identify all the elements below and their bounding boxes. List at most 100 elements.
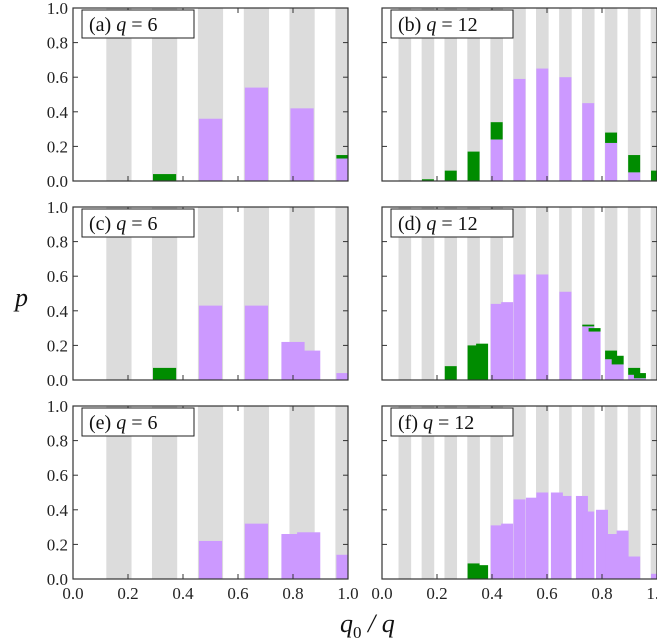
y-tick-label: 0.8 [47, 432, 68, 451]
panel-e: 0.0 0.2 0.4 0.6 0.8 1.0 0.0 0.2 0.4 0.6 0.8 1.0 (e) … [47, 397, 359, 603]
panel-label: (c) q = 6 [89, 213, 157, 235]
bar-purple [336, 554, 348, 579]
y-tick-label: 0.4 [47, 302, 69, 321]
panel-frame [381, 7, 657, 182]
bar-purple [550, 492, 563, 579]
bar-purple [605, 142, 618, 181]
panel-b: (b) q = 12 [381, 7, 657, 182]
panel-d: (d) q = 12 [381, 206, 657, 381]
bar-purple [633, 378, 646, 380]
bar-green [611, 355, 624, 365]
bar-purple [336, 373, 348, 380]
y-tick-label: 0.8 [47, 34, 68, 53]
panel-label: (d) q = 12 [398, 213, 478, 235]
band [467, 406, 480, 579]
panel-label: (a) q = 6 [89, 14, 157, 36]
bar-purple [559, 495, 572, 579]
band [444, 406, 458, 579]
bar-green [421, 179, 434, 181]
x-tick-label: 0.0 [371, 584, 392, 603]
bar-green [444, 366, 457, 380]
bar-purple [336, 158, 348, 181]
bar-green [628, 367, 641, 375]
bar-purple [628, 556, 641, 579]
band [398, 207, 412, 380]
y-tick-label: 0.4 [47, 103, 69, 122]
band [398, 8, 412, 181]
bar-purple [513, 274, 526, 380]
y-tick-label: 0.0 [47, 371, 68, 390]
bar-green [633, 373, 646, 379]
y-tick-label: 0.8 [47, 233, 68, 252]
bar-green [605, 350, 618, 360]
bar-green [467, 563, 480, 579]
y-tick-label: 0.2 [47, 535, 68, 554]
bar-purple [605, 359, 618, 380]
bar-purple [490, 303, 503, 380]
panel-frame [72, 206, 349, 381]
x-tick-label: 0.2 [426, 584, 447, 603]
bar-green [444, 170, 457, 181]
band [444, 207, 458, 380]
bar-purple [501, 523, 514, 579]
bar-purple [490, 525, 503, 579]
bar-green [152, 367, 177, 380]
bar-purple [582, 511, 595, 579]
panel-frame [72, 7, 349, 182]
band [335, 207, 348, 380]
band [398, 406, 412, 579]
x-tick-label: 0.4 [481, 584, 503, 603]
x-tick-label: 0.2 [117, 584, 138, 603]
bar-purple [611, 364, 624, 380]
bar-green [605, 132, 618, 143]
bar-purple [297, 350, 321, 380]
bar-purple [244, 523, 269, 579]
panel-c: 0.0 0.2 0.4 0.6 0.8 1.0 (c) q = 6 [47, 198, 349, 390]
bar-purple [536, 68, 549, 181]
x-axis-label: q0 / q [340, 609, 395, 642]
y-tick-label: 0.4 [47, 501, 69, 520]
band [335, 8, 348, 181]
x-tick-label: 0.4 [172, 584, 194, 603]
bar-green [476, 343, 489, 380]
bar-purple [588, 331, 601, 380]
y-tick-label: 0.0 [47, 570, 68, 589]
band [467, 207, 480, 380]
bar-purple [490, 139, 503, 181]
band [627, 406, 641, 579]
bar-green [628, 155, 641, 173]
panel-a: 0.0 0.2 0.4 0.6 0.8 1.0 (a) q = 6 [47, 0, 349, 191]
bar-purple [616, 530, 629, 579]
bar-purple [198, 118, 223, 181]
bar-green [476, 565, 489, 579]
y-axis-label: p [13, 283, 28, 312]
band [650, 406, 657, 579]
x-tick-label: 0.0 [62, 584, 83, 603]
band [421, 406, 435, 579]
bar-purple [651, 573, 657, 579]
panel-label-box [81, 407, 195, 437]
bar-purple [525, 497, 538, 579]
y-tick-label: 0.2 [47, 137, 68, 156]
band [335, 406, 348, 579]
band [627, 207, 641, 380]
bar-purple [628, 172, 641, 181]
panel-label: (e) q = 6 [89, 412, 157, 434]
bar-purple [244, 305, 269, 380]
bar-purple [513, 78, 526, 181]
panel-frame [381, 405, 657, 580]
panel-label-box [81, 208, 195, 238]
y-tick-label: 1.0 [47, 0, 68, 18]
y-tick-label: 0.6 [47, 267, 68, 286]
bar-green [467, 151, 480, 181]
panel-label-box [81, 9, 195, 39]
y-tick-label: 0.6 [47, 466, 68, 485]
x-tick-label: 1.0 [646, 584, 657, 603]
panel-label-box [390, 9, 514, 39]
bar-green [651, 170, 657, 181]
bar-purple [582, 103, 595, 181]
band [421, 8, 435, 181]
y-tick-label: 0.2 [47, 336, 68, 355]
panel-label: (b) q = 12 [398, 14, 478, 36]
panel-label-box [390, 208, 514, 238]
